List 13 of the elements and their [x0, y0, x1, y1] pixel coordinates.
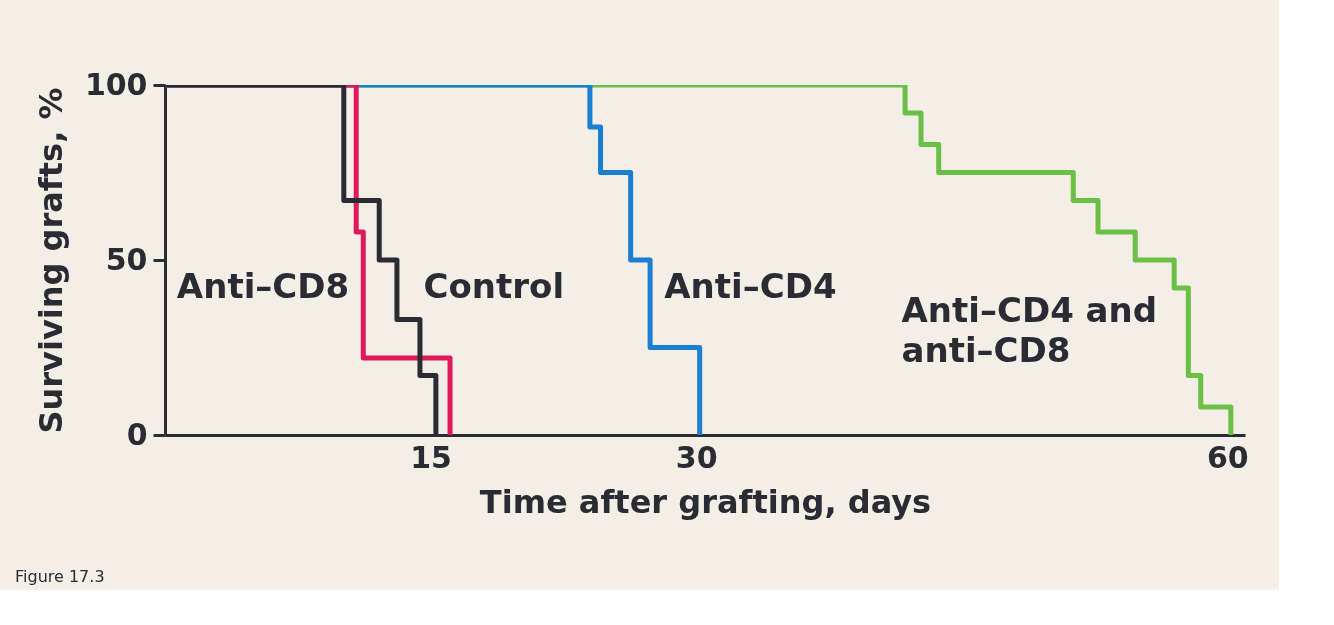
- series-label: Anti–CD4 and anti–CD8: [901, 290, 1158, 370]
- x-tick-label: 30: [675, 439, 718, 475]
- y-axis-title: Surviving grafts, %: [31, 87, 70, 434]
- caption: Figure 17.3: [15, 567, 105, 586]
- series-label: Anti–CD8: [176, 265, 350, 306]
- series-label: Control: [423, 265, 565, 306]
- x-tick-label: 15: [410, 439, 452, 475]
- y-tick-label: 100: [84, 66, 148, 102]
- y-tick-label: 50: [105, 241, 148, 277]
- x-tick-label: 60: [1206, 439, 1249, 475]
- y-tick-label: 0: [126, 416, 148, 452]
- x-axis-title: Time after grafting, days: [479, 482, 932, 521]
- series-label: Anti–CD4: [664, 265, 837, 306]
